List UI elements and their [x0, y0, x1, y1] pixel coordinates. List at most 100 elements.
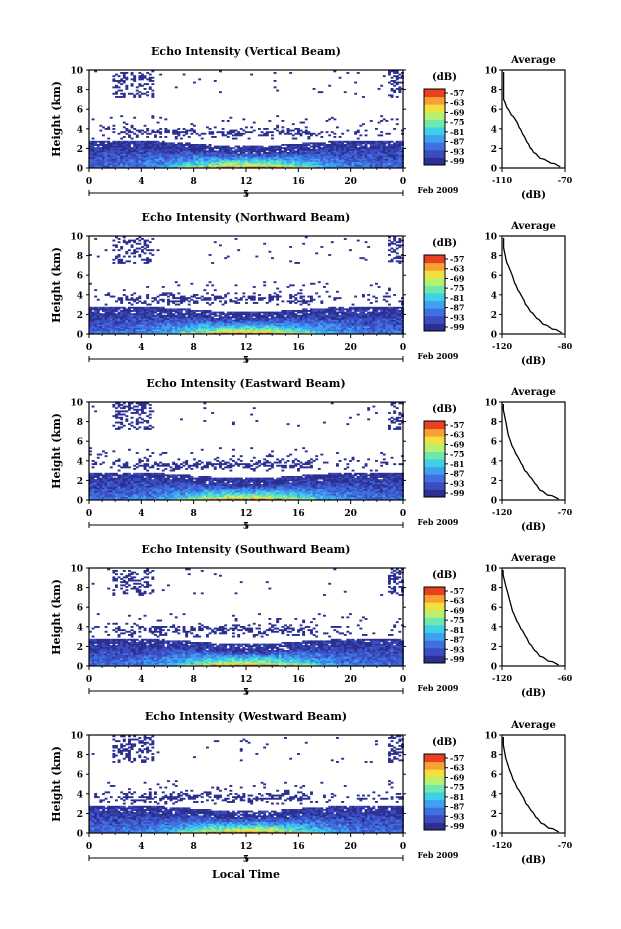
heatmap-cell [245, 150, 248, 153]
heatmap-cell [148, 145, 152, 148]
heatmap-cell [299, 121, 303, 124]
colorbar-segment [424, 308, 445, 317]
heatmap-cell [239, 147, 243, 150]
heatmap-cell [216, 330, 220, 333]
heatmap-cell [91, 148, 95, 151]
heatmap-cell [390, 163, 394, 166]
heatmap-cell [393, 72, 397, 74]
heatmap-cell [138, 321, 142, 324]
heatmap-cell [115, 319, 118, 322]
heatmap-cell [130, 160, 134, 162]
x-tick-label: 0 [400, 177, 406, 187]
heatmap-cell [343, 152, 347, 154]
heatmap-cell [151, 153, 155, 156]
heatmap-cell [390, 153, 394, 156]
heatmap-cell [154, 319, 157, 322]
panel-2: Echo Intensity (Eastward Beam)0246810Hei… [50, 377, 573, 533]
heatmap-cell [247, 150, 251, 153]
heatmap-cell [388, 295, 391, 298]
heatmap-cell [255, 150, 259, 153]
heatmap-cell [195, 302, 199, 304]
heatmap-cell [377, 166, 381, 169]
heatmap-cell [120, 144, 124, 146]
y-axis-label: Height (km) [50, 247, 63, 323]
heatmap-cell [154, 131, 157, 134]
heatmap-cell [213, 318, 217, 320]
heatmap-cell [203, 161, 207, 164]
heatmap-cell [260, 166, 264, 169]
heatmap-cell [190, 332, 194, 335]
heatmap-cell [216, 152, 220, 154]
heatmap-cell [398, 158, 402, 161]
heatmap-cell [151, 238, 155, 240]
heatmap-cell [115, 147, 118, 150]
heatmap-cell [128, 255, 131, 258]
heatmap-cell [128, 150, 131, 153]
heatmap-cell [125, 308, 129, 311]
heatmap-cell [200, 148, 204, 151]
heatmap-cell [351, 153, 355, 156]
heatmap-cell [146, 166, 150, 169]
heatmap-cell [320, 91, 324, 94]
heatmap-cell [398, 152, 402, 154]
heatmap-cell [208, 153, 212, 156]
heatmap-cell [107, 164, 111, 167]
heatmap-cell [289, 166, 293, 169]
heatmap-cell [375, 155, 378, 158]
heatmap-cell [388, 161, 391, 164]
heatmap-cell [206, 319, 209, 322]
heatmap-cell [398, 144, 402, 146]
heatmap-cell [247, 131, 251, 134]
heatmap-cell [359, 145, 363, 148]
heatmap-cell [208, 324, 212, 327]
heatmap-cell [286, 152, 290, 154]
avg-y-tick-label: 10 [484, 233, 497, 243]
heatmap-cell [143, 242, 147, 245]
heatmap-cell [213, 329, 217, 332]
heatmap-cell [159, 308, 163, 311]
heatmap-cell [325, 131, 329, 134]
heatmap-cell [177, 132, 181, 135]
heatmap-cell [359, 164, 363, 167]
heatmap-cell [385, 148, 389, 151]
heatmap-cell [156, 156, 160, 159]
heatmap-cell [276, 311, 280, 314]
heatmap-cell [133, 164, 137, 167]
heatmap-cell [297, 155, 300, 158]
heatmap-cell [273, 128, 277, 130]
heatmap-cell [219, 318, 222, 320]
heatmap-cell [141, 147, 144, 150]
heatmap-cell [263, 134, 267, 137]
heatmap-cell [234, 164, 238, 167]
heatmap-cell [377, 158, 381, 161]
heatmap-cell [390, 166, 394, 169]
heatmap-cell [367, 160, 371, 162]
heatmap-cell [187, 155, 191, 158]
heatmap-cell [382, 166, 386, 169]
heatmap-cell [294, 155, 298, 158]
heatmap-cell [312, 142, 316, 145]
heatmap-cell [258, 134, 261, 137]
heatmap-cell [338, 161, 342, 164]
heatmap-cell [133, 255, 137, 258]
heatmap-cell [330, 166, 334, 169]
heatmap-cell [128, 161, 131, 164]
heatmap-cell [172, 313, 176, 316]
heatmap-cell [148, 311, 152, 314]
heatmap-cell [260, 153, 264, 156]
heatmap-cell [151, 94, 155, 97]
heatmap-cell [146, 150, 150, 153]
heatmap-cell [104, 319, 108, 322]
heatmap-cell [138, 78, 142, 81]
heatmap-cell [310, 308, 313, 311]
heatmap-cell [91, 463, 95, 466]
panel-1: Echo Intensity (Northward Beam)0246810He… [50, 211, 573, 367]
heatmap-cell [174, 148, 178, 151]
heatmap-cell [125, 153, 129, 156]
heatmap-cell [130, 298, 134, 301]
heatmap-cell [96, 153, 100, 156]
heatmap-cell [354, 142, 358, 145]
heatmap-cell [250, 126, 254, 129]
heatmap-cell [377, 311, 381, 314]
heatmap-cell [125, 132, 129, 135]
